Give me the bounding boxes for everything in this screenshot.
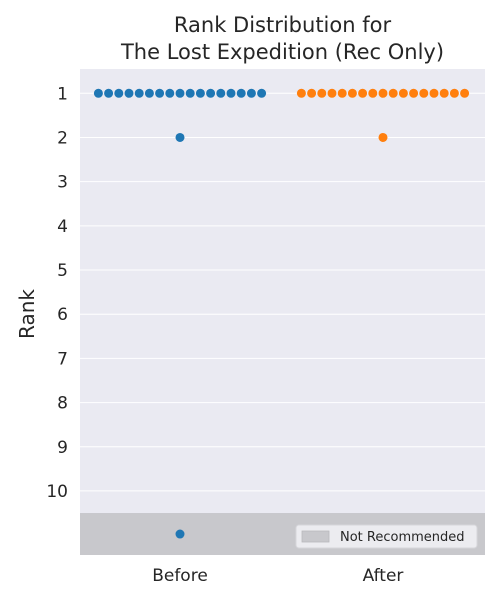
point-after-rank-1 xyxy=(358,88,368,98)
point-before-rank-1 xyxy=(226,88,236,98)
point-before-rank-1 xyxy=(155,88,165,98)
point-after-rank-1 xyxy=(307,88,317,98)
plot-background xyxy=(80,69,485,555)
point-before-rank-1 xyxy=(216,88,226,98)
y-tick-label-8: 8 xyxy=(57,394,68,414)
point-after-rank-1 xyxy=(327,88,337,98)
legend-swatch-not-recommended xyxy=(301,530,330,543)
point-after-rank-2 xyxy=(378,132,388,142)
x-tick-label-before: Before xyxy=(152,566,208,586)
chart-title: Rank Distribution for The Lost Expeditio… xyxy=(80,12,485,66)
point-before-rank-1 xyxy=(165,88,175,98)
y-tick-label-2: 2 xyxy=(57,128,68,148)
point-before-rank-1 xyxy=(246,88,256,98)
y-tick-label-6: 6 xyxy=(57,305,68,325)
y-tick-label-3: 3 xyxy=(57,173,68,193)
point-after-rank-1 xyxy=(449,88,459,98)
point-after-rank-1 xyxy=(439,88,449,98)
point-after-rank-1 xyxy=(419,88,429,98)
point-before-rank-1 xyxy=(104,88,114,98)
point-after-rank-1 xyxy=(368,88,378,98)
legend-label-not-recommended: Not Recommended xyxy=(340,530,465,545)
point-before-rank-1 xyxy=(185,88,195,98)
chart-title-line-1: Rank Distribution for xyxy=(173,13,392,37)
point-after-rank-1 xyxy=(347,88,357,98)
y-tick-label-1: 1 xyxy=(57,84,68,104)
point-before-not-recommended xyxy=(175,529,185,539)
y-tick-label-7: 7 xyxy=(57,349,68,369)
point-before-rank-1 xyxy=(134,88,144,98)
point-after-rank-1 xyxy=(388,88,398,98)
point-before-rank-1 xyxy=(236,88,246,98)
y-tick-label-10: 10 xyxy=(46,482,68,502)
point-before-rank-1 xyxy=(144,88,154,98)
point-after-rank-1 xyxy=(296,88,306,98)
y-tick-label-4: 4 xyxy=(57,217,68,237)
chart-title-line-2: The Lost Expedition (Rec Only) xyxy=(120,40,445,64)
point-after-rank-1 xyxy=(429,88,439,98)
point-after-rank-1 xyxy=(460,88,470,98)
point-before-rank-1 xyxy=(93,88,103,98)
point-before-rank-1 xyxy=(257,88,267,98)
y-axis-label: Rank xyxy=(15,289,39,339)
point-before-rank-1 xyxy=(175,88,185,98)
point-before-rank-2 xyxy=(175,132,185,142)
point-before-rank-1 xyxy=(124,88,134,98)
point-after-rank-1 xyxy=(409,88,419,98)
point-after-rank-1 xyxy=(378,88,388,98)
point-after-rank-1 xyxy=(337,88,347,98)
y-tick-label-9: 9 xyxy=(57,438,68,458)
point-before-rank-1 xyxy=(114,88,124,98)
point-before-rank-1 xyxy=(195,88,205,98)
point-after-rank-1 xyxy=(317,88,327,98)
point-before-rank-1 xyxy=(206,88,216,98)
point-after-rank-1 xyxy=(398,88,408,98)
x-tick-label-after: After xyxy=(363,566,404,586)
y-tick-label-5: 5 xyxy=(57,261,68,281)
legend-box xyxy=(295,524,478,549)
